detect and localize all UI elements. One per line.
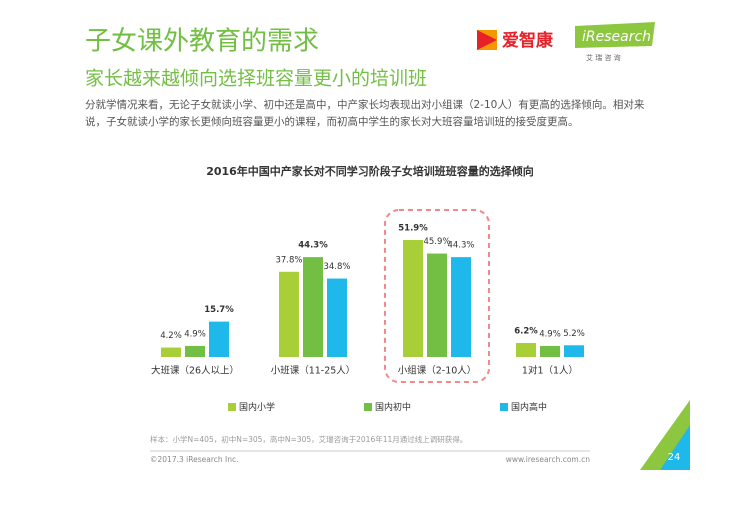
page-number: 24 bbox=[668, 452, 681, 463]
bar bbox=[279, 271, 299, 357]
value-label: 4.2% bbox=[160, 331, 182, 341]
iresearch-text: iResearch bbox=[582, 29, 651, 45]
bar bbox=[451, 257, 471, 357]
note: 样本：小学N=405，初中N=305，高中N=305，艾瑞咨询于2016年11月… bbox=[150, 434, 467, 444]
value-label: 44.3% bbox=[298, 241, 328, 251]
logo-icon bbox=[477, 30, 497, 50]
legend-swatch bbox=[364, 403, 372, 411]
x-tick-label: 小组课（2-10人） bbox=[398, 365, 477, 377]
legend-label: 国内高中 bbox=[511, 401, 547, 413]
value-label: 6.2% bbox=[514, 327, 538, 337]
bar bbox=[564, 345, 584, 357]
x-tick-label: 小班课（11-25人） bbox=[271, 365, 356, 377]
body-box: 分就学情况来看，无论子女就读小学、初中还是高中，中产家长均表现出对小组课（2-1… bbox=[85, 99, 645, 128]
bar bbox=[161, 347, 181, 357]
legend-label: 国内初中 bbox=[375, 401, 411, 413]
value-label: 37.8% bbox=[275, 255, 302, 265]
slide-title: 子女课外教育的需求 bbox=[85, 27, 319, 57]
bar bbox=[427, 253, 447, 357]
corner-decoration bbox=[660, 425, 690, 470]
website: www.iresearch.com.cn bbox=[506, 455, 591, 464]
chart: 大班课（26人以上）4.2% 4.9%15.7%小班课（11-25人）37.8%4… bbox=[151, 224, 585, 414]
value-label: 5.2% bbox=[563, 329, 585, 339]
chart-title: 2016年中国中产家长对不同学习阶段子女培训班班容量的选择倾向 bbox=[206, 164, 534, 178]
bar bbox=[403, 240, 423, 357]
x-tick-label: 1对1（1人） bbox=[522, 365, 578, 377]
bar bbox=[185, 345, 205, 357]
value-label: 4.9% bbox=[539, 329, 561, 339]
value-label: 51.9% bbox=[398, 224, 428, 234]
highlight-box bbox=[384, 209, 490, 383]
legend-label: 国内小学 bbox=[239, 401, 275, 413]
copyright: ©2017.3 iResearch Inc. bbox=[150, 455, 238, 464]
value-label: 34.8% bbox=[323, 262, 350, 272]
body-text: 分就学情况来看，无论子女就读小学、初中还是高中，中产家长均表现出对小组课（2-1… bbox=[85, 99, 645, 128]
iresearch-badge bbox=[575, 22, 655, 48]
legend-swatch bbox=[228, 403, 236, 411]
slide-subtitle: 家长越来越倾向选择班容量更小的培训班 bbox=[85, 68, 427, 90]
bar bbox=[516, 343, 536, 357]
bar bbox=[327, 278, 347, 357]
value-label: 44.3% bbox=[447, 241, 474, 251]
bar bbox=[303, 257, 323, 357]
value-label: 15.7% bbox=[204, 305, 234, 315]
value-label: 45.9% bbox=[423, 237, 450, 247]
legend-swatch bbox=[500, 403, 508, 411]
bar bbox=[209, 321, 229, 357]
logo-text: 爱智康 bbox=[502, 30, 554, 51]
bar bbox=[540, 345, 560, 357]
brand-logo: 爱智康 bbox=[477, 30, 554, 51]
value-label: 4.9% bbox=[184, 329, 206, 339]
iresearch-cn: 艾 瑞 咨 询 bbox=[586, 53, 621, 62]
x-tick-label: 大班课（26人以上） bbox=[151, 365, 239, 377]
